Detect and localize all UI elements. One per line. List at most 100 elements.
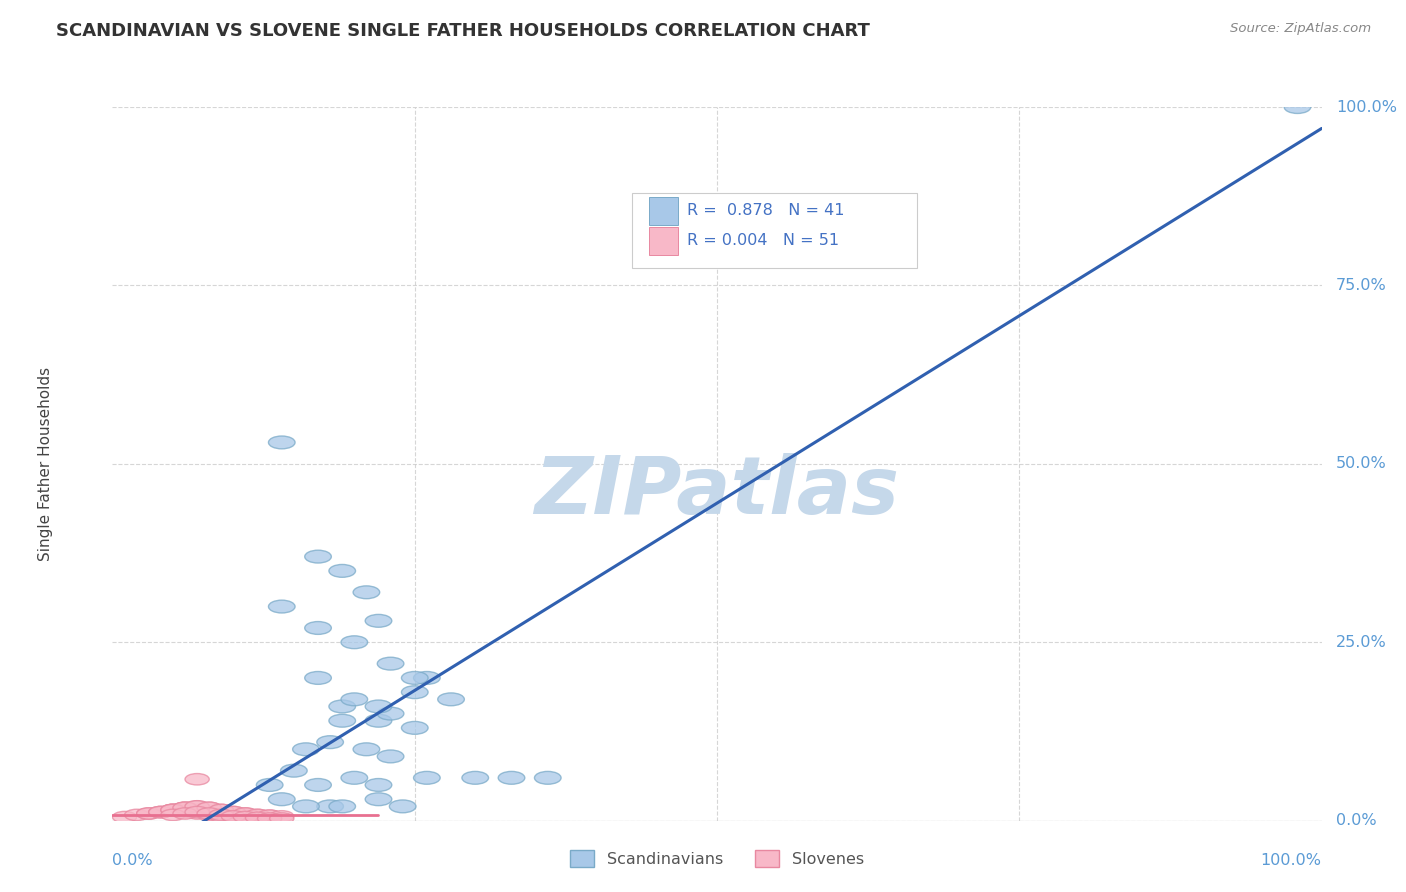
Ellipse shape: [186, 806, 209, 818]
Ellipse shape: [366, 793, 392, 805]
Ellipse shape: [377, 750, 404, 763]
Legend: Scandinavians, Slovenes: Scandinavians, Slovenes: [564, 844, 870, 873]
Ellipse shape: [246, 809, 270, 821]
Ellipse shape: [413, 772, 440, 784]
Ellipse shape: [402, 722, 427, 734]
Ellipse shape: [366, 714, 392, 727]
Ellipse shape: [246, 809, 270, 821]
Ellipse shape: [329, 800, 356, 813]
Ellipse shape: [149, 806, 173, 818]
Ellipse shape: [342, 636, 367, 648]
Ellipse shape: [246, 811, 270, 822]
Ellipse shape: [353, 586, 380, 599]
Ellipse shape: [342, 772, 367, 784]
Ellipse shape: [246, 812, 270, 823]
Ellipse shape: [149, 806, 173, 818]
Ellipse shape: [316, 800, 343, 813]
Ellipse shape: [329, 714, 356, 727]
Text: SCANDINAVIAN VS SLOVENE SINGLE FATHER HOUSEHOLDS CORRELATION CHART: SCANDINAVIAN VS SLOVENE SINGLE FATHER HO…: [56, 22, 870, 40]
Text: 50.0%: 50.0%: [1336, 457, 1386, 471]
Ellipse shape: [270, 811, 294, 822]
Ellipse shape: [197, 809, 221, 821]
Ellipse shape: [437, 693, 464, 706]
Ellipse shape: [186, 773, 209, 785]
Ellipse shape: [197, 808, 221, 819]
Ellipse shape: [173, 802, 197, 814]
Ellipse shape: [186, 805, 209, 815]
Ellipse shape: [402, 672, 427, 684]
Ellipse shape: [413, 672, 440, 684]
Text: 0.0%: 0.0%: [112, 853, 153, 868]
Ellipse shape: [233, 812, 257, 822]
Ellipse shape: [209, 805, 233, 815]
Ellipse shape: [173, 806, 197, 818]
Ellipse shape: [186, 801, 209, 812]
Ellipse shape: [389, 800, 416, 813]
Ellipse shape: [353, 743, 380, 756]
Ellipse shape: [221, 806, 246, 818]
Text: 0.0%: 0.0%: [1336, 814, 1376, 828]
Ellipse shape: [269, 600, 295, 613]
Ellipse shape: [221, 809, 246, 821]
Ellipse shape: [305, 622, 332, 634]
FancyBboxPatch shape: [633, 193, 917, 268]
Ellipse shape: [281, 764, 307, 777]
Ellipse shape: [173, 808, 197, 819]
Ellipse shape: [269, 793, 295, 805]
Ellipse shape: [257, 813, 281, 824]
Ellipse shape: [305, 672, 332, 684]
Ellipse shape: [305, 779, 332, 791]
Ellipse shape: [221, 812, 246, 822]
Ellipse shape: [233, 810, 257, 822]
Ellipse shape: [125, 809, 149, 821]
Ellipse shape: [305, 550, 332, 563]
Ellipse shape: [209, 809, 233, 821]
Ellipse shape: [149, 806, 173, 818]
Ellipse shape: [366, 779, 392, 791]
Ellipse shape: [173, 802, 197, 814]
Ellipse shape: [221, 811, 246, 822]
Ellipse shape: [292, 800, 319, 813]
Text: R = 0.004   N = 51: R = 0.004 N = 51: [686, 233, 839, 248]
Ellipse shape: [197, 802, 221, 814]
Ellipse shape: [209, 808, 233, 819]
Ellipse shape: [329, 565, 356, 577]
Ellipse shape: [221, 806, 246, 818]
Ellipse shape: [233, 808, 257, 819]
Ellipse shape: [498, 772, 524, 784]
Ellipse shape: [292, 743, 319, 756]
Ellipse shape: [270, 813, 294, 824]
Ellipse shape: [197, 806, 221, 818]
Ellipse shape: [136, 808, 160, 819]
Ellipse shape: [257, 810, 281, 822]
Ellipse shape: [160, 805, 186, 815]
Ellipse shape: [1284, 101, 1310, 113]
Ellipse shape: [342, 693, 367, 706]
Ellipse shape: [534, 772, 561, 784]
Text: 100.0%: 100.0%: [1336, 100, 1398, 114]
Ellipse shape: [257, 810, 281, 822]
Ellipse shape: [366, 700, 392, 713]
Ellipse shape: [160, 805, 186, 815]
Ellipse shape: [377, 657, 404, 670]
Ellipse shape: [329, 700, 356, 713]
Ellipse shape: [136, 808, 160, 819]
Ellipse shape: [186, 808, 209, 819]
Ellipse shape: [463, 772, 488, 784]
Ellipse shape: [366, 615, 392, 627]
Ellipse shape: [209, 811, 233, 822]
FancyBboxPatch shape: [650, 227, 678, 255]
Ellipse shape: [160, 805, 186, 815]
FancyBboxPatch shape: [650, 197, 678, 226]
Text: 75.0%: 75.0%: [1336, 278, 1386, 293]
Text: 100.0%: 100.0%: [1261, 853, 1322, 868]
Ellipse shape: [316, 736, 343, 748]
Ellipse shape: [186, 801, 209, 812]
Text: 25.0%: 25.0%: [1336, 635, 1386, 649]
Ellipse shape: [197, 802, 221, 814]
Ellipse shape: [112, 812, 136, 822]
Text: ZIPatlas: ZIPatlas: [534, 453, 900, 532]
Ellipse shape: [256, 779, 283, 791]
Ellipse shape: [402, 686, 427, 698]
Ellipse shape: [173, 802, 197, 814]
